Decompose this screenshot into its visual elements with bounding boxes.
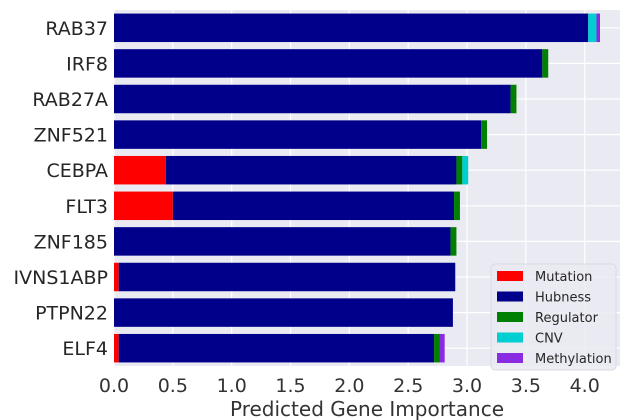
category-labels: RAB37 IRF8 RAB27A ZNF521 CEBPA FLT3 ZNF185 IVNS… [14,18,108,360]
bar-segment-hubness [165,155,457,185]
bar-segment-hubness [172,191,455,221]
legend-box [490,263,617,371]
bar-segment-mutation [114,191,173,221]
category-label: FLT3 [65,196,108,218]
bar-segment-hubness [118,333,435,363]
bar-segment-mutation [114,262,119,292]
bar-segment-hubness [114,227,451,256]
bar-segment-hubness [114,13,589,43]
bar-segment-regulator [434,333,440,363]
legend-swatch [497,291,523,302]
bar-segment-hubness [114,120,482,149]
bar-segment-regulator [450,227,457,256]
x-tick-label: 4.0 [570,375,600,397]
category-label: ZNF185 [34,231,108,253]
category-label: PTPN22 [35,303,108,325]
legend-swatch [497,271,523,281]
legend-swatch [497,312,523,322]
category-label: CEBPA [46,160,108,182]
bar-segment-cnv [462,155,469,185]
legend-label: Mutation [535,270,592,285]
bar-segment-hubness [118,262,456,292]
x-tick-label: 1.5 [275,375,305,397]
legend: Mutation Hubness Regulator CNV Methylation [490,263,617,371]
category-label: ZNF521 [34,125,108,147]
bar-segment-cnv [588,13,597,43]
x-tick-label: 0.0 [99,375,129,397]
bar-segment-regulator [481,120,488,149]
bar-segment-mutation [114,333,119,363]
legend-label: Regulator [535,311,599,326]
bar-segment-regulator [456,155,463,185]
category-label: RAB27A [32,89,108,111]
x-tick-labels: 0.0 0.5 1.0 1.5 2.0 2.5 3.0 3.5 4.0 [99,375,600,397]
legend-swatch [497,332,523,343]
category-label: IRF8 [66,53,108,75]
category-label: IVNS1ABP [14,267,108,289]
bar-segment-hubness [114,298,453,327]
bar-segment-regulator [510,84,517,114]
bar-segment-hubness [114,49,543,78]
bar-segment-regulator [454,191,460,221]
x-axis-title: Predicted Gene Importance [230,397,504,420]
bar-segment-mutation [114,155,166,185]
x-tick-label: 3.5 [511,375,541,397]
x-tick-label: 0.5 [158,375,188,397]
category-label: ELF4 [62,338,108,360]
x-tick-label: 2.0 [334,375,364,397]
bar-segment-methylation [596,13,600,43]
legend-label: CNV [535,332,563,347]
x-tick-label: 3.0 [452,375,482,397]
legend-label: Hubness [535,291,591,306]
bar-segment-regulator [542,49,549,78]
bars [114,13,600,363]
x-tick-label: 1.0 [217,375,247,397]
legend-swatch [497,353,523,363]
legend-label: Methylation [535,352,612,367]
bar-segment-hubness [114,84,511,114]
category-label: RAB37 [45,18,108,40]
x-tick-label: 2.5 [393,375,423,397]
bar-segment-methylation [439,333,445,363]
